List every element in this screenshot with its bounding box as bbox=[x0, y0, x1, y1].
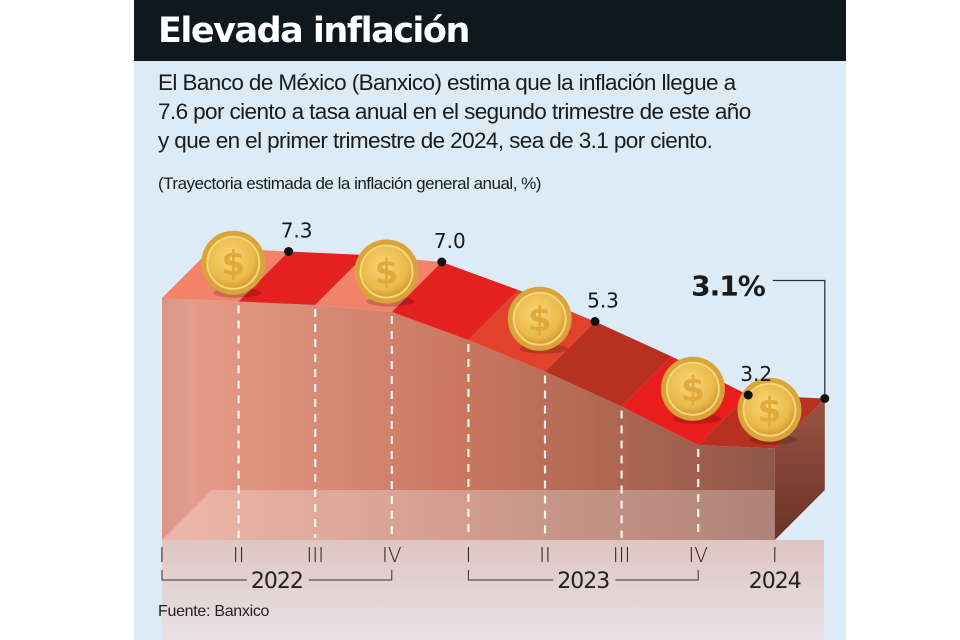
dollar-sign-icon: $ bbox=[758, 391, 782, 431]
dollar-sign-icon: $ bbox=[528, 300, 552, 340]
data-label: 7.0 bbox=[434, 229, 466, 253]
year-label: 2024 bbox=[749, 569, 801, 594]
data-label: 3.2 bbox=[740, 362, 772, 386]
x-tick-label: II bbox=[539, 543, 551, 567]
description-line: 7.6 por ciento a tasa anual en el segund… bbox=[158, 99, 751, 124]
coin-icon: $ bbox=[507, 286, 572, 354]
dollar-sign-icon: $ bbox=[375, 253, 399, 293]
ribbon-segment bbox=[545, 321, 672, 407]
dollar-sign-icon: $ bbox=[221, 244, 245, 284]
x-tick-label: IV bbox=[382, 543, 402, 567]
x-tick-label: I bbox=[159, 543, 165, 567]
x-tick-label: III bbox=[613, 543, 631, 567]
data-point bbox=[590, 317, 600, 326]
data-point bbox=[820, 394, 830, 403]
source-value: Banxico bbox=[214, 603, 270, 620]
year-label: 2023 bbox=[557, 569, 609, 594]
inflation-chart: $ $$$$ 7.3 7.05.33.23.1% I II III IV I II III IV I… bbox=[159, 219, 830, 640]
year-bracket bbox=[161, 570, 247, 581]
data-point bbox=[284, 247, 294, 256]
quarter-dividers bbox=[237, 305, 700, 538]
x-tick-label: I bbox=[465, 543, 471, 567]
data-point bbox=[437, 257, 447, 267]
coin-face bbox=[359, 244, 414, 299]
data-label: 5.3 bbox=[587, 289, 619, 313]
coin-icon: $ bbox=[737, 377, 802, 445]
description: El Banco de México (Banxico) estima que … bbox=[158, 68, 838, 155]
year-label: 2022 bbox=[251, 569, 303, 594]
x-tick-label: I bbox=[772, 543, 778, 567]
coin-icon: $ bbox=[201, 230, 266, 298]
source-label: Fuente: bbox=[158, 603, 211, 620]
year-bracket bbox=[308, 570, 393, 581]
coin-face bbox=[742, 382, 797, 437]
x-tick-label: III bbox=[306, 543, 324, 567]
data-labels: 7.3 7.0 5.3 3.2 3.1% bbox=[281, 219, 826, 395]
description-line: y que en el primer trimestre de 2024, se… bbox=[158, 128, 713, 153]
dollar-sign-icon: $ bbox=[681, 370, 705, 410]
year-bracket bbox=[467, 570, 554, 581]
description-line: El Banco de México (Banxico) estima que … bbox=[158, 70, 736, 95]
side-face bbox=[774, 398, 825, 540]
ribbon-segment bbox=[238, 251, 366, 305]
infographic-card: Elevada inflación El Banco de México (Ba… bbox=[134, 0, 846, 640]
source-note: Fuente: Banxico bbox=[158, 603, 269, 621]
coin-face bbox=[206, 235, 261, 290]
data-label-emphasis: 3.1% bbox=[691, 270, 766, 303]
ribbon-segment bbox=[391, 262, 519, 340]
callout-line bbox=[772, 279, 826, 395]
year-bracket bbox=[615, 570, 699, 581]
coin-face bbox=[512, 291, 567, 346]
data-label: 7.3 bbox=[281, 219, 313, 243]
x-tick-label: IV bbox=[688, 543, 708, 567]
coin-icon: $ bbox=[660, 356, 725, 424]
x-tick-label: II bbox=[233, 543, 245, 567]
front-face-left-panel bbox=[162, 295, 194, 540]
title-bar: Elevada inflación bbox=[134, 0, 846, 61]
coin-decorations: $ $ $ $ $ bbox=[201, 230, 802, 445]
data-point bbox=[743, 390, 753, 400]
coin-face bbox=[665, 361, 720, 416]
coin-icon: $ bbox=[354, 239, 419, 307]
chart-base bbox=[162, 540, 824, 640]
data-points bbox=[284, 247, 830, 403]
chart-subtitle: (Trayectoria estimada de la inflación ge… bbox=[158, 174, 541, 193]
page-title: Elevada inflación bbox=[158, 11, 470, 51]
